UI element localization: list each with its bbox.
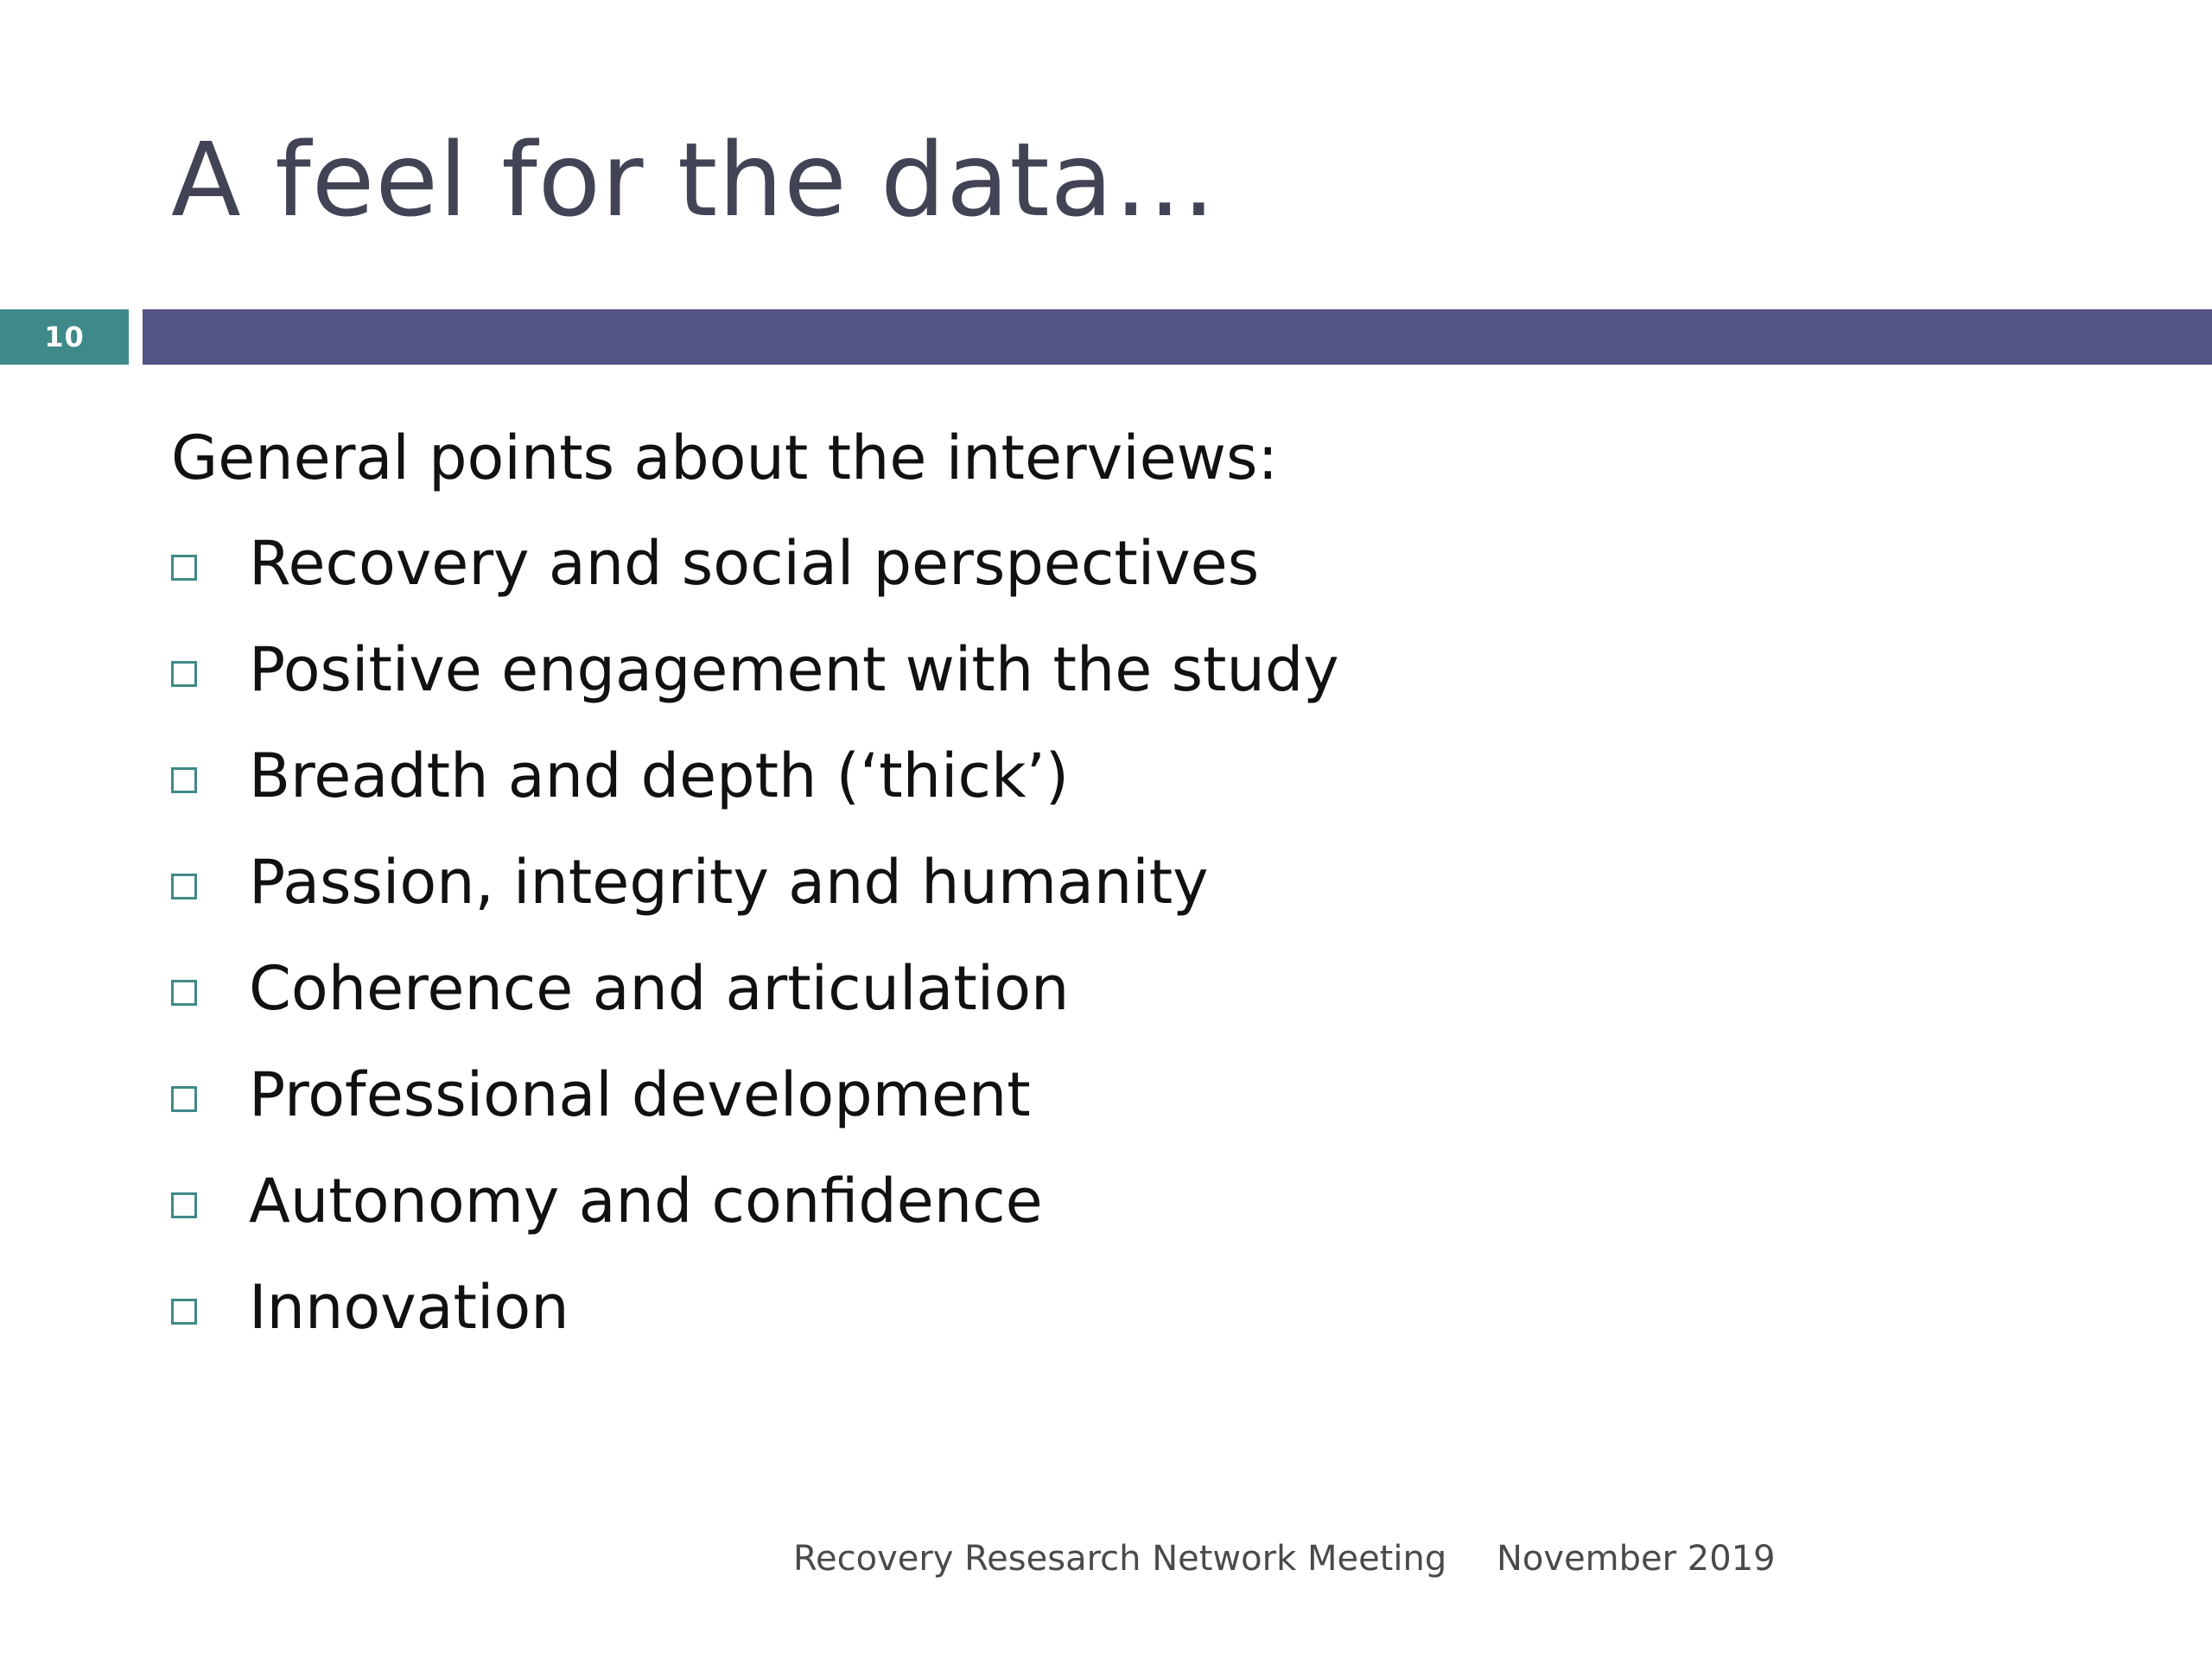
bullet-text: Passion, integrity and humanity bbox=[249, 847, 1209, 918]
intro-text: General points about the interviews: bbox=[171, 423, 1279, 493]
square-bullet-icon bbox=[171, 555, 197, 581]
bullet-text: Recovery and social perspectives bbox=[249, 528, 1260, 599]
bullet-text: Autonomy and confidence bbox=[249, 1166, 1043, 1236]
footer-event-name: Recovery Resesarch Network Meeting bbox=[793, 1539, 1447, 1579]
square-bullet-icon bbox=[171, 767, 197, 793]
square-bullet-icon bbox=[171, 1086, 197, 1112]
list-item: Autonomy and confidence bbox=[171, 1158, 1339, 1264]
bullet-text: Positive engagement with the study bbox=[249, 634, 1339, 705]
list-item: Innovation bbox=[171, 1264, 1339, 1370]
footer-date: November 2019 bbox=[1497, 1539, 1776, 1579]
bullet-list: Recovery and social perspectives Positiv… bbox=[171, 520, 1339, 1370]
title-divider-bar bbox=[143, 309, 2212, 365]
slide-number: 10 bbox=[44, 321, 85, 353]
square-bullet-icon bbox=[171, 1192, 197, 1218]
bullet-text: Professional development bbox=[249, 1059, 1031, 1130]
list-item: Breadth and depth (‘thick’) bbox=[171, 733, 1339, 839]
bullet-text: Innovation bbox=[249, 1272, 569, 1343]
slide-title: A feel for the data… bbox=[171, 120, 1217, 239]
list-item: Recovery and social perspectives bbox=[171, 520, 1339, 626]
bullet-text: Breadth and depth (‘thick’) bbox=[249, 741, 1070, 811]
list-item: Positive engagement with the study bbox=[171, 626, 1339, 733]
slide-number-badge: 10 bbox=[0, 309, 129, 365]
square-bullet-icon bbox=[171, 980, 197, 1006]
list-item: Passion, integrity and humanity bbox=[171, 839, 1339, 945]
square-bullet-icon bbox=[171, 661, 197, 687]
list-item: Coherence and articulation bbox=[171, 945, 1339, 1052]
bullet-text: Coherence and articulation bbox=[249, 953, 1070, 1024]
square-bullet-icon bbox=[171, 874, 197, 899]
list-item: Professional development bbox=[171, 1052, 1339, 1158]
square-bullet-icon bbox=[171, 1299, 197, 1325]
